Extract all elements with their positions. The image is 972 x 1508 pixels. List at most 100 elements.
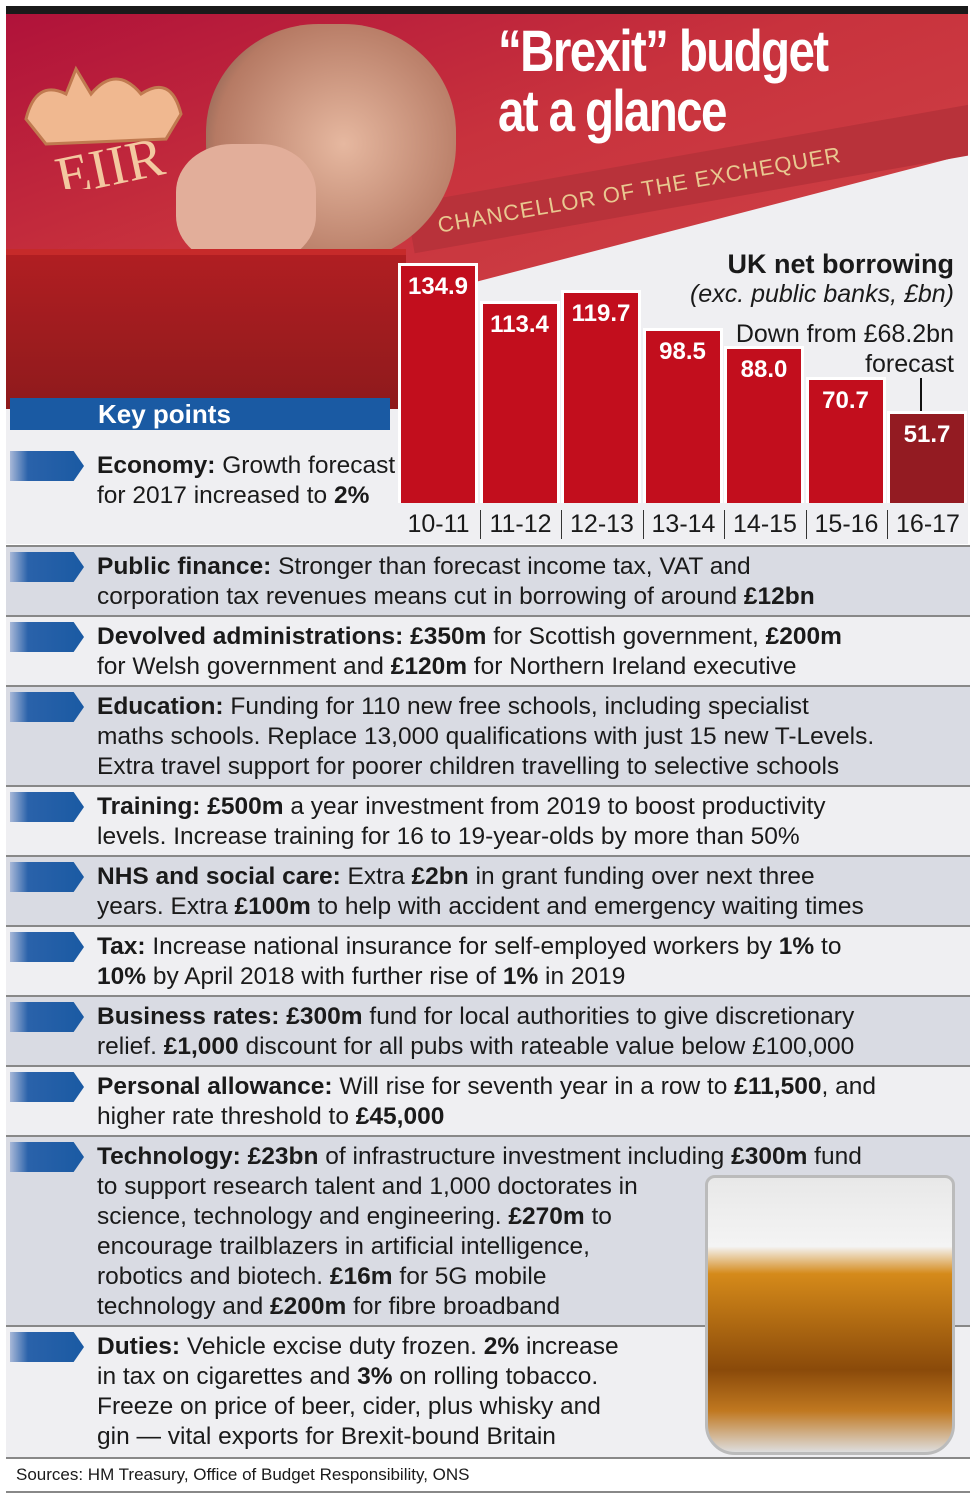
text-line: Duties: Vehicle excise duty frozen. 2% i…	[97, 1332, 619, 1362]
text: for fibre broadband	[346, 1293, 561, 1320]
text: relief.	[97, 1033, 164, 1060]
text-line: relief. £1,000 discount for all pubs wit…	[97, 1032, 854, 1062]
key-point-text: Devolved administrations: £350m for Scot…	[97, 622, 842, 682]
text: Extra travel support for poorer children…	[97, 753, 840, 780]
bold-text: 1%	[778, 933, 815, 960]
text: robotics and biotech.	[97, 1263, 330, 1290]
text: for Scottish government,	[486, 623, 766, 650]
bar-12-13	[561, 290, 641, 503]
text-line: robotics and biotech. £16m for 5G mobile	[97, 1262, 862, 1292]
bold-text: £300m	[279, 1003, 363, 1030]
bold-text: NHS and social care:	[97, 863, 341, 890]
text-line: Public finance: Stronger than forecast i…	[97, 552, 815, 582]
text: in 2019	[538, 963, 626, 990]
text-line: Training: £500m a year investment from 2…	[97, 792, 826, 822]
chevron-icon	[10, 1072, 84, 1102]
text: in tax on cigarettes and	[97, 1363, 358, 1390]
text: to help with accident and emergency wait…	[310, 893, 864, 920]
text: Funding for 110 new free schools, includ…	[223, 693, 809, 720]
text: for Welsh government and	[97, 653, 391, 680]
text-line: technology and £200m for fibre broadband	[97, 1292, 862, 1322]
bold-text: £23bn	[240, 1143, 319, 1170]
bold-text: Business rates:	[97, 1003, 280, 1030]
text: by April 2018 with further rise of	[146, 963, 503, 990]
text-line: encourage trailblazers in artificial int…	[97, 1232, 862, 1262]
bar-15-16	[805, 377, 886, 503]
chevron-icon	[10, 1142, 84, 1172]
text-line: Tax: Increase national insurance for sel…	[97, 932, 841, 962]
text: higher rate threshold to	[97, 1103, 356, 1130]
chevron-icon	[10, 692, 84, 722]
text: years. Extra	[97, 893, 235, 920]
text: corporation tax revenues means cut in bo…	[97, 583, 744, 610]
text-line: Devolved administrations: £350m for Scot…	[97, 622, 842, 652]
text: for 5G mobile	[392, 1263, 547, 1290]
text: Growth forecast for 2017 increased to	[97, 452, 396, 509]
x-tick-label: 13-14	[642, 510, 724, 539]
text: , and	[821, 1073, 876, 1100]
header-illustration: EIIR “Brexit” budget at a glance CHANCEL…	[6, 14, 968, 544]
text-line: for Welsh government and £120m for North…	[97, 652, 842, 682]
title-line-1: “Brexit” budget	[498, 19, 829, 84]
text: Increase national insurance for self-emp…	[145, 933, 779, 960]
text: Will rise for seventh year in a row to	[332, 1073, 735, 1100]
text-line: NHS and social care: Extra £2bn in grant…	[97, 862, 864, 892]
text-line: in tax on cigarettes and 3% on rolling t…	[97, 1362, 619, 1392]
bar-value-label: 88.0	[740, 356, 788, 384]
text: fund	[807, 1143, 862, 1170]
key-point-row: Training: £500m a year investment from 2…	[6, 785, 970, 855]
bold-text: £300m	[731, 1143, 808, 1170]
chevron-icon	[10, 862, 84, 892]
text-line: Education: Funding for 110 new free scho…	[97, 692, 874, 722]
text: science, technology and engineering.	[97, 1203, 509, 1230]
text: fund for local authorities to give discr…	[362, 1003, 855, 1030]
bold-text: 2%	[483, 1333, 520, 1360]
chart-subtitle: (exc. public banks, £bn)	[689, 280, 954, 308]
bold-text: 10%	[97, 963, 147, 990]
bold-text: Technology:	[97, 1143, 241, 1170]
red-budget-box	[6, 249, 406, 409]
text-line: science, technology and engineering. £27…	[97, 1202, 862, 1232]
key-point-row: Public finance: Stronger than forecast i…	[6, 545, 970, 615]
text: in grant funding over next three	[468, 863, 815, 890]
text-line: higher rate threshold to £45,000	[97, 1102, 876, 1132]
chart-annotation: Down from £68.2bn forecast	[735, 320, 954, 378]
key-point-text: Public finance: Stronger than forecast i…	[97, 552, 815, 612]
key-points-heading: Key points	[10, 398, 390, 430]
text: to	[814, 933, 842, 960]
bold-text: Education:	[97, 693, 224, 720]
key-point-text: Technology: £23bn of infrastructure inve…	[97, 1142, 862, 1322]
bar-11-12	[479, 301, 560, 503]
bold-text: £500m	[200, 793, 284, 820]
key-point-text: Duties: Vehicle excise duty frozen. 2% i…	[97, 1332, 619, 1452]
text-line: Technology: £23bn of infrastructure inve…	[97, 1142, 862, 1172]
bold-text: £45,000	[355, 1103, 445, 1130]
sources-note: Sources: HM Treasury, Office of Budget R…	[6, 1457, 970, 1493]
chart-title-text: UK net borrowing	[727, 249, 954, 279]
chevron-icon	[10, 622, 84, 652]
chevron-icon	[10, 552, 84, 582]
bold-text: £100m	[234, 893, 311, 920]
chevron-icon	[10, 792, 84, 822]
text-line: maths schools. Replace 13,000 qualificat…	[97, 722, 874, 752]
bold-text: 1%	[502, 963, 539, 990]
chevron-icon	[10, 1002, 84, 1032]
key-point-economy: Economy: Growth forecast for 2017 increa…	[97, 451, 397, 511]
key-point-row: Business rates: £300m fund for local aut…	[6, 995, 970, 1065]
text-line: gin — vital exports for Brexit-bound Bri…	[97, 1422, 619, 1452]
bar-13-14	[642, 327, 723, 503]
text: increase	[519, 1333, 619, 1360]
x-tick-label: 16-17	[887, 510, 968, 539]
text-line: Extra travel support for poorer children…	[97, 752, 874, 782]
bold-text: £350m	[403, 623, 487, 650]
bold-text: £2bn	[411, 863, 469, 890]
bold-text: Devolved administrations:	[97, 623, 404, 650]
bold-text: £270m	[508, 1203, 585, 1230]
key-point-row: Education: Funding for 110 new free scho…	[6, 685, 970, 785]
bold-text: Tax:	[97, 933, 146, 960]
text-line: Business rates: £300m fund for local aut…	[97, 1002, 854, 1032]
text-line: years. Extra £100m to help with accident…	[97, 892, 864, 922]
text-line: Freeze on price of beer, cider, plus whi…	[97, 1392, 619, 1422]
bold-text: £120m	[390, 653, 467, 680]
key-point-row: Devolved administrations: £350m for Scot…	[6, 615, 970, 685]
